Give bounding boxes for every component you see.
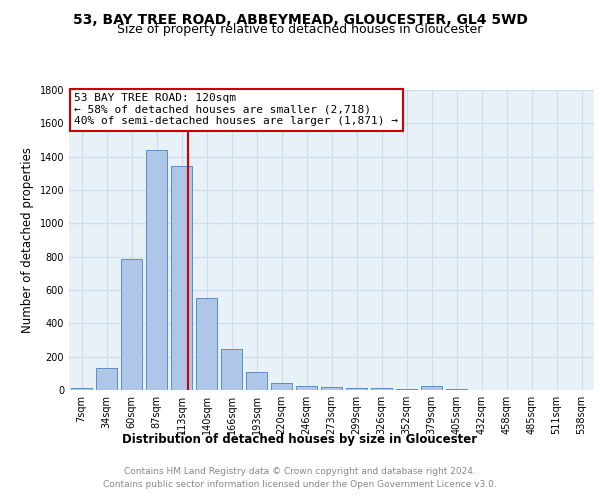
Bar — [371, 388, 392, 390]
Bar — [271, 382, 292, 390]
Bar — [146, 150, 167, 390]
Bar — [71, 388, 92, 390]
Bar — [171, 166, 192, 390]
Bar — [421, 386, 442, 390]
Bar — [396, 389, 417, 390]
Bar — [296, 386, 317, 390]
Text: Size of property relative to detached houses in Gloucester: Size of property relative to detached ho… — [118, 22, 482, 36]
Bar — [121, 259, 142, 390]
Text: Contains public sector information licensed under the Open Government Licence v3: Contains public sector information licen… — [103, 480, 497, 489]
Bar — [196, 298, 217, 390]
Bar — [321, 386, 342, 390]
Text: Contains HM Land Registry data © Crown copyright and database right 2024.: Contains HM Land Registry data © Crown c… — [124, 468, 476, 476]
Bar — [246, 372, 267, 390]
Text: Distribution of detached houses by size in Gloucester: Distribution of detached houses by size … — [122, 432, 478, 446]
Bar — [346, 388, 367, 390]
Y-axis label: Number of detached properties: Number of detached properties — [21, 147, 34, 333]
Text: 53, BAY TREE ROAD, ABBEYMEAD, GLOUCESTER, GL4 5WD: 53, BAY TREE ROAD, ABBEYMEAD, GLOUCESTER… — [73, 12, 527, 26]
Text: 53 BAY TREE ROAD: 120sqm
← 58% of detached houses are smaller (2,718)
40% of sem: 53 BAY TREE ROAD: 120sqm ← 58% of detach… — [74, 93, 398, 126]
Bar — [221, 349, 242, 390]
Bar — [96, 368, 117, 390]
Bar — [446, 389, 467, 390]
